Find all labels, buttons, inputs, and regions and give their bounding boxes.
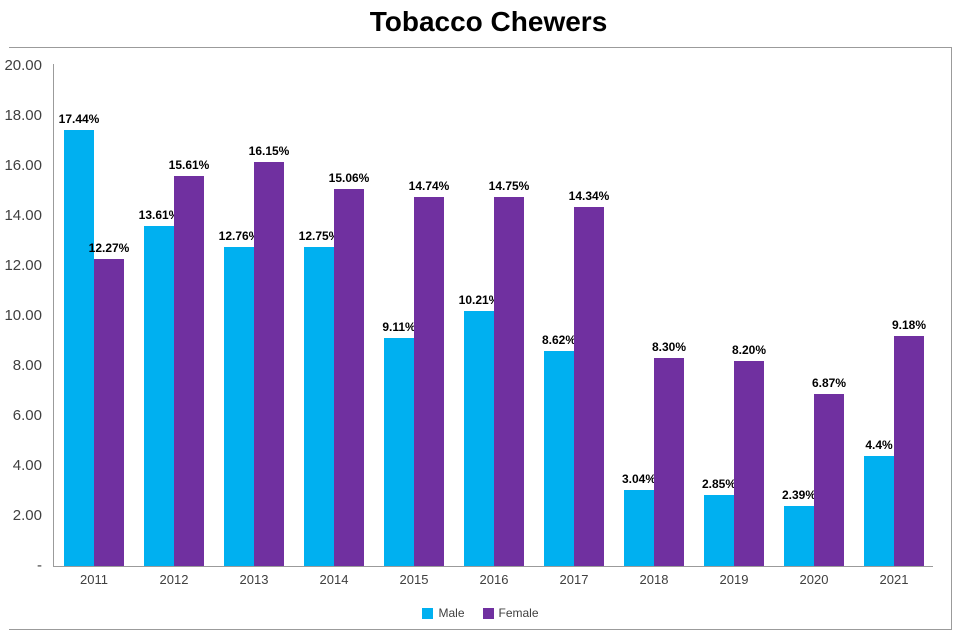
bar-male-2016[interactable] xyxy=(464,311,494,566)
y-tick-label: 4.00 xyxy=(12,457,42,474)
x-tick-label-2015: 2015 xyxy=(399,572,429,587)
data-label-male-2014: 12.75% xyxy=(298,229,340,243)
bar-male-2020[interactable] xyxy=(784,506,814,566)
bar-male-2012[interactable] xyxy=(144,226,174,566)
y-tick-label: 12.00 xyxy=(4,257,42,274)
y-tick-label: 6.00 xyxy=(12,407,42,424)
bar-female-2017[interactable] xyxy=(574,207,604,566)
data-label-male-2011: 17.44% xyxy=(58,112,100,126)
bar-female-2015[interactable] xyxy=(414,197,444,566)
y-tick-label: 16.00 xyxy=(4,157,42,174)
legend: Male Female xyxy=(9,603,952,623)
y-tick-label: - xyxy=(37,557,42,574)
x-axis: 2011 2012 2013 2014 2015 2016 2017 2018 2019 2020… xyxy=(53,572,933,590)
y-tick-label: 2.00 xyxy=(12,507,42,524)
data-label-female-2014: 15.06% xyxy=(328,171,370,185)
bar-female-2021[interactable] xyxy=(894,336,924,566)
data-label-female-2015: 14.74% xyxy=(408,179,450,193)
chart-title: Tobacco Chewers xyxy=(369,6,608,37)
x-tick-label-2016: 2016 xyxy=(479,572,509,587)
x-tick-label-2020: 2020 xyxy=(799,572,829,587)
y-tick-label: 18.00 xyxy=(4,107,42,124)
data-label-male-2017: 8.62% xyxy=(541,333,577,347)
chart-area-border xyxy=(9,47,952,630)
data-label-male-2015: 9.11% xyxy=(382,320,416,334)
data-label-male-2018: 3.04% xyxy=(621,472,657,486)
data-label-female-2016: 14.75% xyxy=(488,179,530,193)
bar-male-2017[interactable] xyxy=(544,351,574,566)
data-label-male-2016: 10.21% xyxy=(458,293,500,307)
data-label-female-2020: 6.87% xyxy=(811,376,847,390)
data-label-female-2017: 14.34% xyxy=(568,189,610,203)
bar-male-2013[interactable] xyxy=(224,247,254,566)
y-axis-line xyxy=(53,64,54,566)
data-label-female-2011: 12.27% xyxy=(88,241,130,255)
bar-female-2011[interactable] xyxy=(94,259,124,566)
data-label-male-2013: 12.76% xyxy=(218,229,260,243)
bar-female-2018[interactable] xyxy=(654,358,684,566)
legend-label-female: Female xyxy=(498,606,539,620)
x-tick-label-2019: 2019 xyxy=(719,572,749,587)
x-tick-label-2011: 2011 xyxy=(80,572,108,587)
data-label-female-2012: 15.61% xyxy=(168,158,210,172)
bar-male-2015[interactable] xyxy=(384,338,414,566)
bar-male-2018[interactable] xyxy=(624,490,654,566)
male-swatch-icon xyxy=(422,607,434,619)
y-tick-label: 20.00 xyxy=(4,57,42,74)
legend-item-male[interactable]: Male xyxy=(422,606,465,620)
data-label-female-2013: 16.15% xyxy=(248,144,290,158)
female-swatch-icon xyxy=(482,607,494,619)
legend-label-male: Male xyxy=(438,606,465,620)
data-label-female-2021: 9.18% xyxy=(891,318,927,332)
bar-male-2021[interactable] xyxy=(864,456,894,566)
legend-item-female[interactable]: Female xyxy=(482,606,539,620)
x-tick-label-2018: 2018 xyxy=(639,572,669,587)
bar-female-2020[interactable] xyxy=(814,394,844,566)
x-tick-label-2021: 2021 xyxy=(879,572,909,587)
data-label-female-2019: 8.20% xyxy=(731,343,767,357)
bar-female-2012[interactable] xyxy=(174,176,204,566)
bar-female-2013[interactable] xyxy=(254,162,284,566)
data-label-male-2021: 4.4% xyxy=(865,438,893,452)
y-tick-label: 8.00 xyxy=(12,357,42,374)
data-label-male-2012: 13.61% xyxy=(138,208,180,222)
x-tick-label-2013: 2013 xyxy=(239,572,269,587)
x-tick-label-2017: 2017 xyxy=(559,572,589,587)
bar-male-2011[interactable] xyxy=(64,130,94,566)
x-axis-line xyxy=(53,566,933,567)
data-label-male-2019: 2.85% xyxy=(701,477,737,491)
data-label-male-2020: 2.39% xyxy=(781,488,817,502)
plot-area: 17.44% 12.27% 13.61% 15.61% 12.76% 16.15% 12.7… xyxy=(53,66,933,566)
y-tick-label: 10.00 xyxy=(4,307,42,324)
x-tick-label-2012: 2012 xyxy=(159,572,189,587)
y-axis: - 2.00 4.00 6.00 8.00 10.00 12.00 14.00 16.00 18.… xyxy=(0,0,60,640)
y-tick-label: 14.00 xyxy=(4,207,42,224)
bar-male-2019[interactable] xyxy=(704,495,734,566)
data-label-female-2018: 8.30% xyxy=(651,340,687,354)
bar-female-2014[interactable] xyxy=(334,189,364,566)
bar-male-2014[interactable] xyxy=(304,247,334,566)
bar-female-2016[interactable] xyxy=(494,197,524,566)
bar-female-2019[interactable] xyxy=(734,361,764,566)
x-tick-label-2014: 2014 xyxy=(319,572,349,587)
